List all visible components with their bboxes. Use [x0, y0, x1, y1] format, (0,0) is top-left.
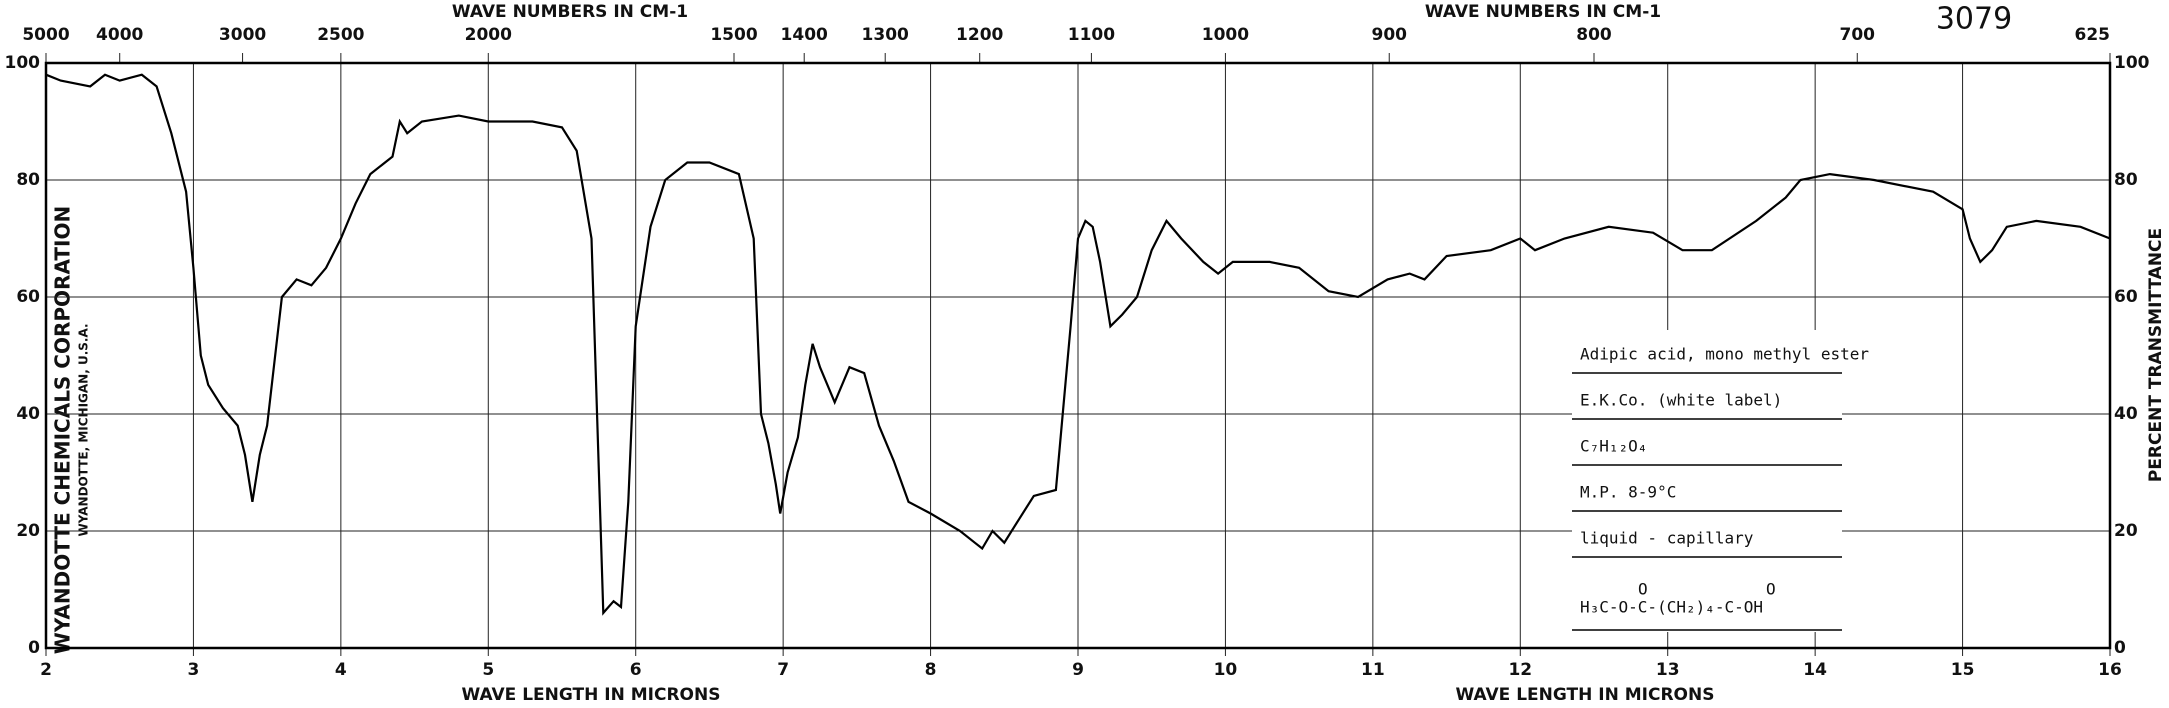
formula: H₃C-O-C-(CH₂)₄-C-OH — [1580, 598, 1763, 617]
spectrum-number: 3079 — [1936, 2, 2012, 37]
top-tick-label: 625 — [2075, 25, 2111, 45]
top-axis-title: WAVE NUMBERS IN CM-1 — [1425, 2, 1661, 22]
top-tick-label: 700 — [1840, 25, 1876, 45]
top-tick-label: 3000 — [219, 25, 266, 45]
y-tick-label: 60 — [2114, 287, 2138, 307]
top-tick-label: 1100 — [1068, 25, 1115, 45]
top-tick-label: 4000 — [96, 25, 143, 45]
x-tick-label: 6 — [630, 660, 642, 680]
top-tick-label: 1500 — [710, 25, 757, 45]
y-tick-label: 20 — [2114, 521, 2138, 541]
formula-oxygen: O — [1638, 580, 1648, 599]
top-tick-label: 2000 — [465, 25, 512, 45]
x-axis-title: WAVE LENGTH IN MICRONS — [1456, 685, 1715, 705]
x-tick-label: 9 — [1072, 660, 1084, 680]
x-tick-label: 8 — [925, 660, 937, 680]
y-tick-label: 20 — [16, 521, 40, 541]
top-tick-label: 900 — [1371, 25, 1407, 45]
y-tick-label: 40 — [16, 404, 40, 424]
sample-info: E.K.Co. (white label) — [1580, 391, 1782, 410]
top-tick-label: 1400 — [781, 25, 828, 45]
y-tick-label: 80 — [16, 170, 40, 190]
x-tick-label: 3 — [188, 660, 200, 680]
top-tick-label: 800 — [1576, 25, 1612, 45]
y-tick-label: 60 — [16, 287, 40, 307]
plot-frame — [44, 61, 2112, 650]
y-axis-title: PERCENT TRANSMITTANCE — [2146, 228, 2166, 482]
x-tick-label: 15 — [1951, 660, 1975, 680]
sample-info: liquid - capillary — [1580, 529, 1754, 548]
sample-info: M.P. 8-9°C — [1580, 483, 1676, 502]
spectrum-line — [45, 73, 2111, 616]
y-tick-label: 40 — [2114, 404, 2138, 424]
x-tick-label: 13 — [1656, 660, 1680, 680]
x-tick-label: 10 — [1214, 660, 1238, 680]
company: WYANDOTTE CHEMICALS CORPORATION — [51, 206, 75, 654]
sample-info: Adipic acid, mono methyl ester — [1580, 345, 1869, 364]
y-tick-label: 0 — [28, 638, 40, 658]
top-tick-label: 5000 — [22, 25, 69, 45]
x-tick-label: 5 — [482, 660, 494, 680]
x-tick-label: 11 — [1361, 660, 1385, 680]
top-tick-label: 1200 — [956, 25, 1003, 45]
y-tick-label: 0 — [2114, 638, 2126, 658]
y-tick-label: 100 — [5, 53, 41, 73]
top-axis-title: WAVE NUMBERS IN CM-1 — [452, 2, 688, 22]
sample-box: Adipic acid, mono methyl ester E.K.Co. (w… — [1572, 330, 1869, 632]
x-tick-label: 4 — [335, 660, 347, 680]
y-tick-label: 80 — [2114, 170, 2138, 190]
top-tick-label: 1300 — [862, 25, 909, 45]
y-tick-label: 100 — [2114, 53, 2150, 73]
box-bg — [1572, 330, 1842, 632]
x-tick-label: 7 — [777, 660, 789, 680]
top-tick-label: 1000 — [1202, 25, 1249, 45]
x-tick-label: 2 — [40, 660, 52, 680]
x-tick-label: 14 — [1803, 660, 1827, 680]
sample-info: C₇H₁₂O₄ — [1580, 437, 1647, 456]
top-tick-label: 2500 — [317, 25, 364, 45]
x-tick-label: 12 — [1508, 660, 1532, 680]
x-tick-label: 16 — [2098, 660, 2122, 680]
company-location: WYANDOTTE, MICHIGAN, U.S.A. — [77, 323, 91, 536]
x-axis-title: WAVE LENGTH IN MICRONS — [462, 685, 721, 705]
formula-oxygen: O — [1766, 580, 1776, 599]
